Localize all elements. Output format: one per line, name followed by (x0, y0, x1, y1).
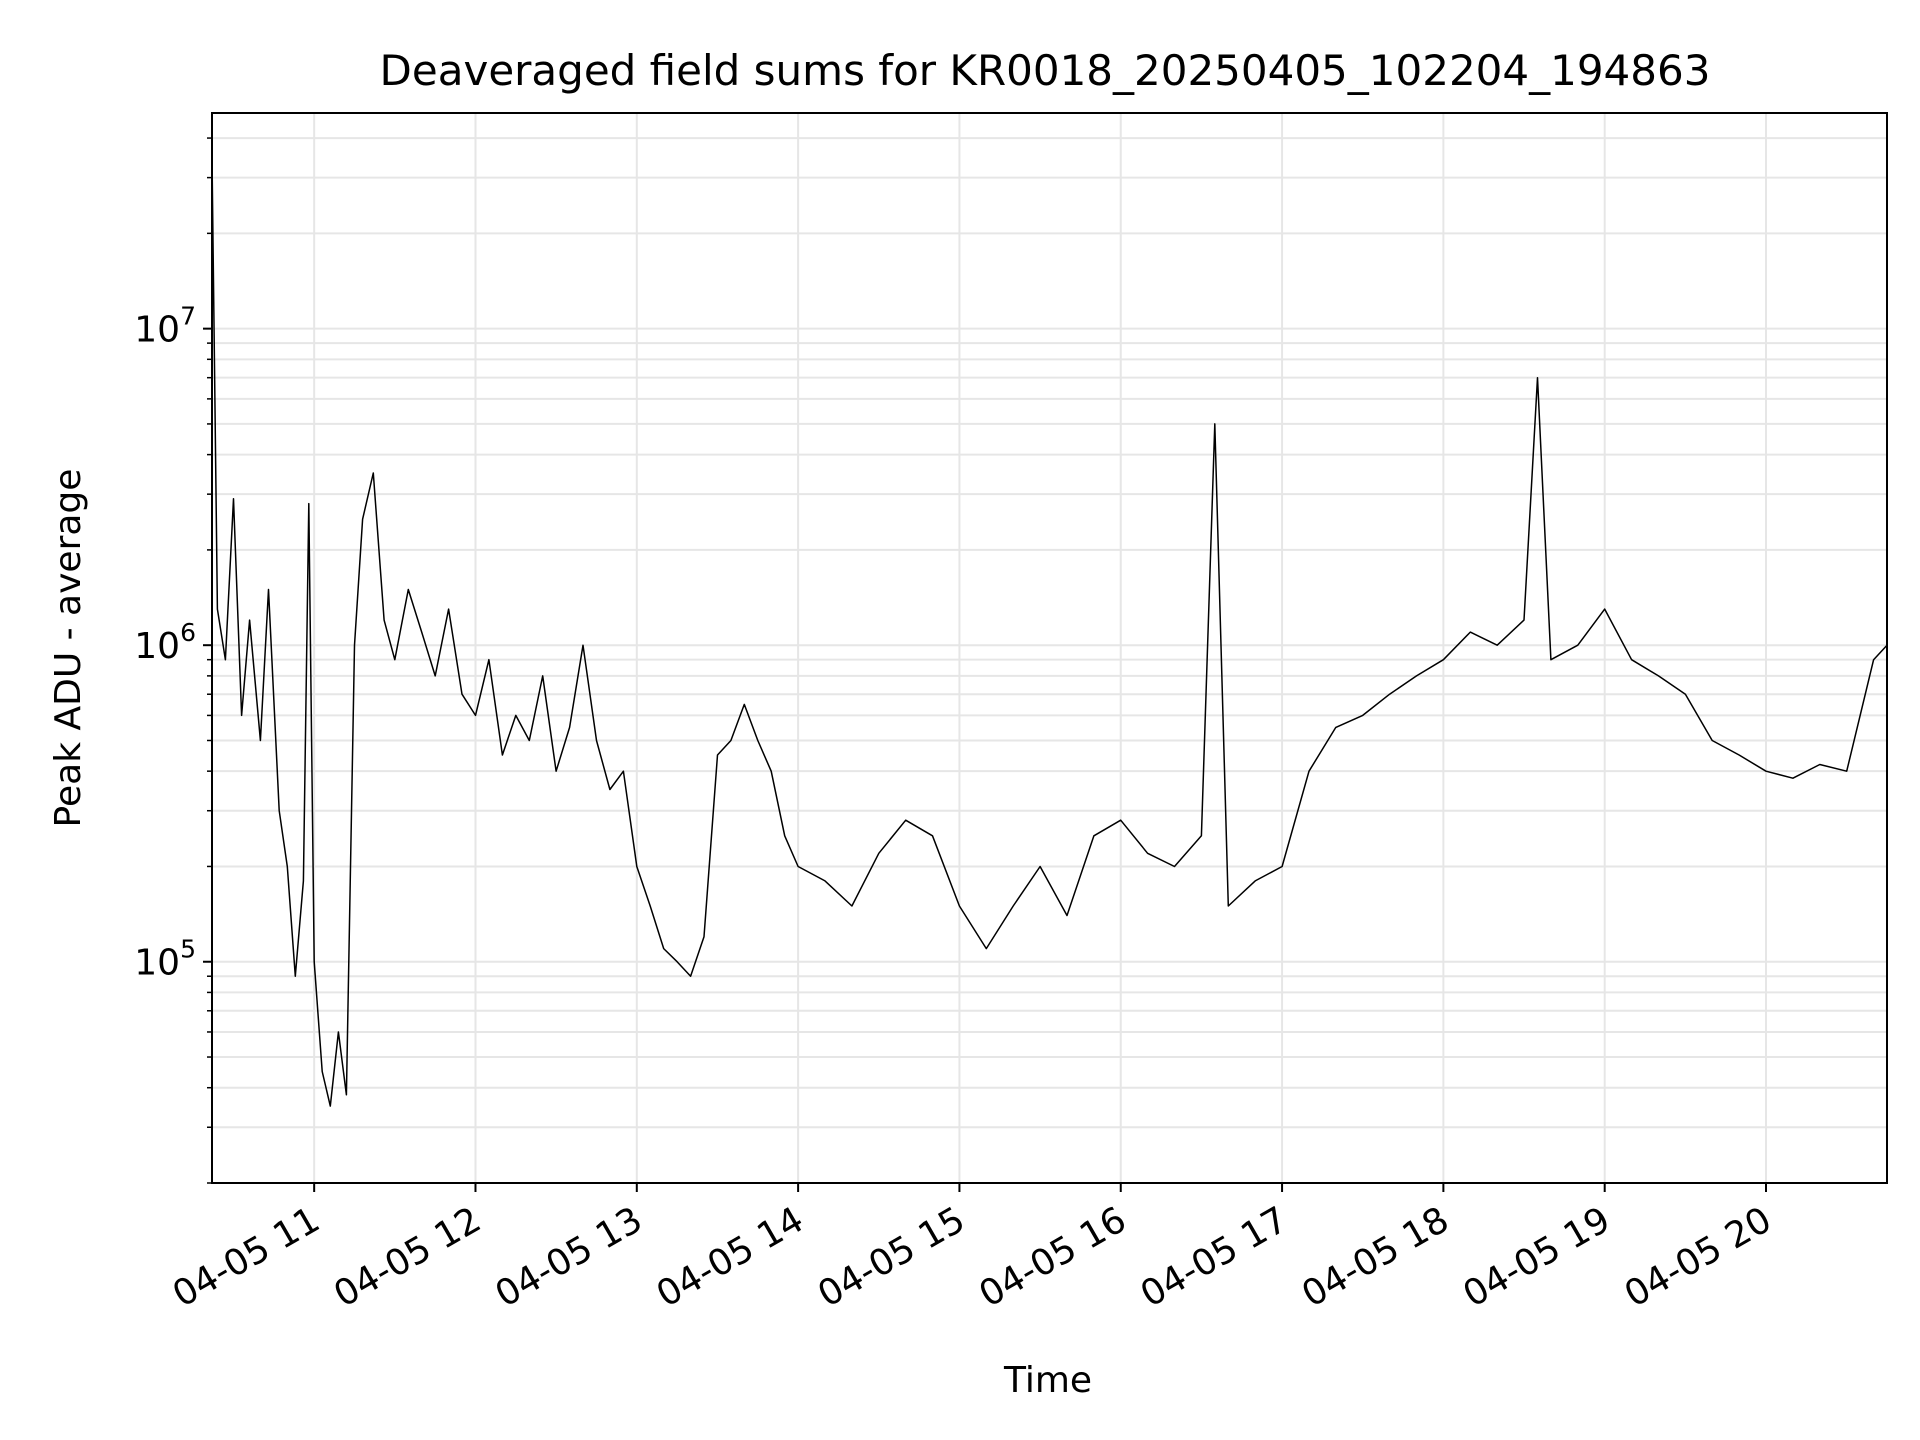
grid (212, 113, 1887, 1184)
series-layer (211, 156, 1888, 1107)
x-axis-label: Time (1003, 1360, 1092, 1401)
y-tick-label: 105 (134, 935, 196, 984)
y-axis-label: Peak ADU - average (48, 469, 89, 828)
chart-title: Deaveraged field sums for KR0018_2025040… (380, 46, 1711, 95)
plot-frame (211, 112, 1888, 1184)
y-axis: 105 106 107 (134, 137, 212, 1184)
y-tick-label: 106 (134, 618, 196, 667)
series-line (211, 156, 1888, 1107)
y-tick-label: 107 (134, 302, 196, 351)
